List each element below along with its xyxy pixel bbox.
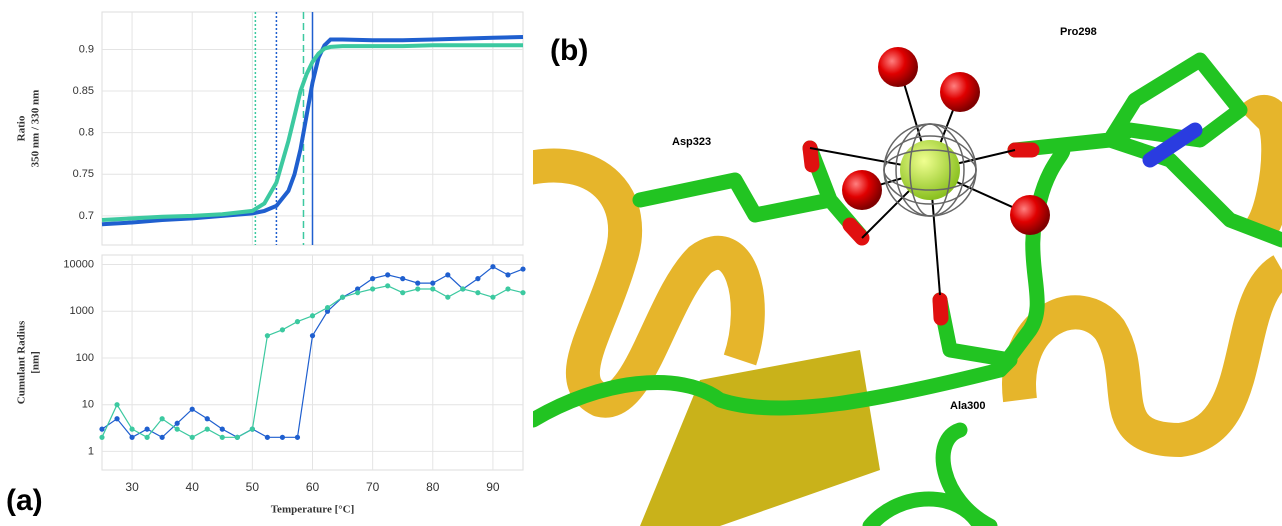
x-tick-label: 90 [486,480,500,494]
data-point [445,272,450,277]
data-point [280,435,285,440]
x-tick-label: 70 [366,480,380,494]
pro-side-chain [1015,60,1282,240]
data-point [295,319,300,324]
data-point [205,416,210,421]
x-tick-label: 30 [125,480,139,494]
data-point [250,427,255,432]
data-point [445,295,450,300]
data-point [265,333,270,338]
ala-backbone [940,300,1010,370]
data-point [175,427,180,432]
y-tick-label: 0.8 [79,127,94,139]
data-point [280,327,285,332]
data-point [430,286,435,291]
data-point [235,435,240,440]
data-point [99,427,104,432]
data-point [265,435,270,440]
data-point [190,435,195,440]
y-tick-label: 1000 [70,305,94,317]
data-point [160,416,165,421]
data-point [220,435,225,440]
residue-label: Asp323 [672,136,711,148]
data-point [505,286,510,291]
x-tick-label: 40 [186,480,200,494]
y-tick-label: 1 [88,445,94,457]
data-point [175,421,180,426]
data-point [129,427,134,432]
y-tick-label: 0.75 [73,168,94,180]
data-point [145,427,150,432]
data-point [385,283,390,288]
y-tick-label: 100 [76,352,94,364]
x-tick-label: 50 [246,480,260,494]
figure: 0.7 0.75 0.8 0.85 0.9 Ratio350 nm / 330 nm 30 4… [0,0,1282,526]
data-point [205,427,210,432]
data-point [145,435,150,440]
data-point [340,295,345,300]
y-tick-label: 10000 [63,258,94,270]
data-point [129,435,134,440]
data-point [160,435,165,440]
data-point [475,276,480,281]
data-point [370,286,375,291]
data-point [310,333,315,338]
y-axis-label: Ratio [16,115,28,141]
panel-label: (a) [6,484,43,517]
y-axis-label: Cumulant Radius [16,320,28,404]
data-point [400,290,405,295]
data-point [430,281,435,286]
data-point [490,295,495,300]
data-point [415,281,420,286]
data-point [114,402,119,407]
x-axis-label: Temperature [°C] [271,504,355,516]
data-point [460,286,465,291]
y-tick-label: 0.7 [79,210,94,222]
data-point [295,435,300,440]
helix [1250,112,1278,230]
loop [870,430,990,526]
data-point [99,435,104,440]
data-point [490,264,495,269]
x-tick-label: 60 [306,480,320,494]
panel-label: (b) [550,34,588,67]
panel-b: Pro298 Asp323 Ala300 [520,26,1282,526]
data-point [325,305,330,310]
asp-side-chain [640,148,860,235]
data-point [190,407,195,412]
data-point [310,313,315,318]
data-point [400,276,405,281]
metal-ion [900,140,960,200]
data-point [415,286,420,291]
data-point [114,416,119,421]
residue-label: Ala300 [950,400,985,412]
x-tick-label: 80 [426,480,440,494]
data-point [520,266,525,271]
data-point [475,290,480,295]
y-tick-label: 0.9 [79,43,94,55]
data-point [355,290,360,295]
y-tick-label: 0.85 [73,85,94,97]
residue-label: Pro298 [1060,26,1097,38]
y-axis-label: [nm] [30,351,42,374]
data-point [385,272,390,277]
data-point [505,272,510,277]
y-axis-label: 350 nm / 330 nm [30,90,42,168]
y-tick-label: 10 [82,399,94,411]
data-point [370,276,375,281]
data-point [520,290,525,295]
helix [1019,270,1282,440]
data-point [220,427,225,432]
